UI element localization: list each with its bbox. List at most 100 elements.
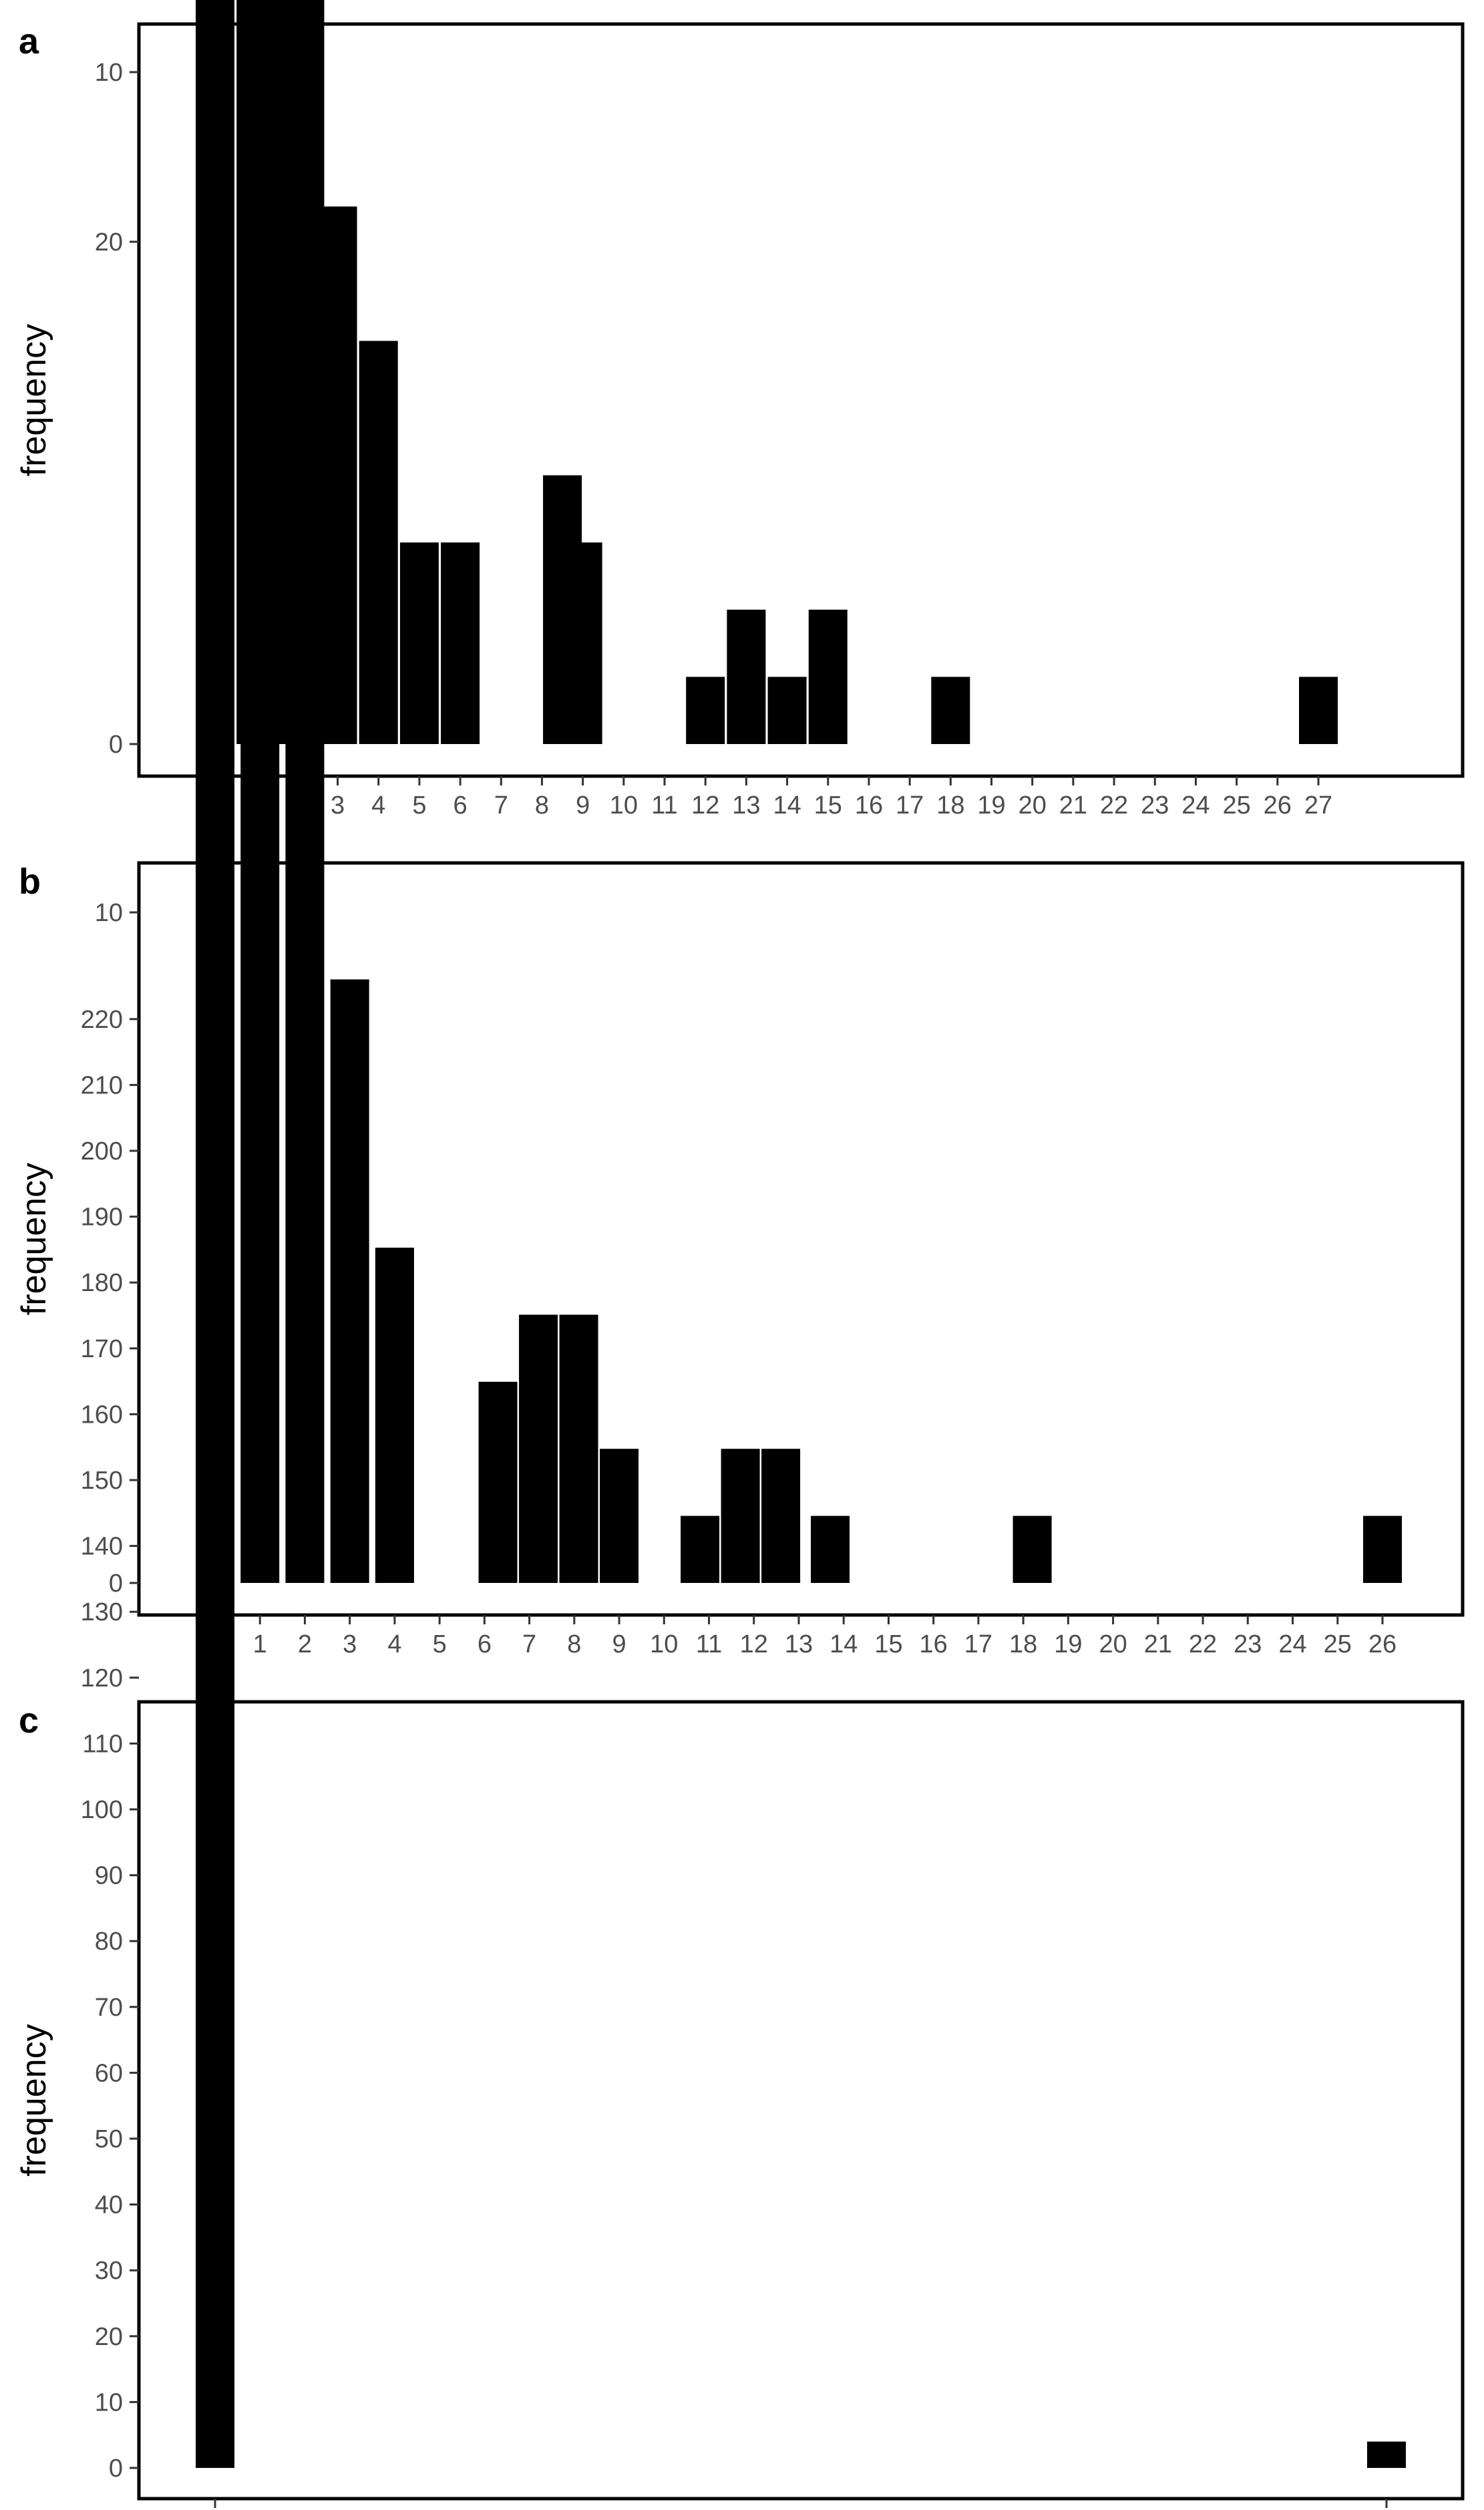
y-tick-label-c-110: 110: [82, 1730, 123, 1758]
x-tick-label-a-16: 16: [855, 791, 883, 820]
bar-a-5: [399, 542, 439, 744]
x-tick-label-b-18: 18: [1009, 1630, 1037, 1658]
bar-b-14: [811, 1515, 850, 1583]
x-tick-label-a-27: 27: [1304, 791, 1332, 820]
y-tick-label-c-220: 220: [81, 1006, 123, 1034]
bar-b-1: [240, 0, 280, 1583]
bar-b-8: [559, 1314, 598, 1583]
y-axis-label-b: frequency: [15, 1163, 53, 1315]
bar-a-6: [441, 542, 480, 744]
x-tick-label-a-15: 15: [814, 791, 842, 820]
bar-b-6: [478, 1381, 518, 1583]
bar-b-3: [330, 979, 369, 1583]
y-tick-label-c-30: 30: [95, 2257, 123, 2285]
x-tick-label-b-1: 1: [253, 1630, 267, 1658]
x-tick-label-b-17: 17: [964, 1630, 992, 1658]
bar-a-18: [931, 677, 970, 744]
x-tick-label-a-6: 6: [453, 791, 468, 820]
bar-a-4: [359, 341, 398, 744]
y-tick-label-c-140: 140: [81, 1533, 123, 1561]
panel-c: 0102030405060708090100110120130140150160…: [15, 1006, 1465, 2508]
bar-c-1: [1367, 2441, 1406, 2468]
x-tick-label-b-19: 19: [1054, 1630, 1082, 1658]
x-tick-label-b-7: 7: [522, 1630, 536, 1658]
y-tick-label-c-160: 160: [81, 1401, 123, 1429]
bar-b-4: [375, 1248, 414, 1583]
plot-frame-b: [137, 861, 1465, 1617]
bar-b-7: [519, 1314, 558, 1583]
x-tick-label-a-9: 9: [576, 791, 590, 820]
y-axis-label-c: frequency: [15, 2024, 53, 2176]
plot-frame-a: [137, 22, 1465, 778]
x-tick-label-b-10: 10: [650, 1630, 678, 1658]
x-tick-label-b-12: 12: [740, 1630, 768, 1658]
y-tick-label-c-190: 190: [81, 1204, 123, 1232]
x-tick-label-a-10: 10: [610, 791, 638, 820]
panel-letter-c: c: [19, 1700, 39, 1741]
bar-a-13: [727, 609, 766, 744]
x-tick-label-b-9: 9: [612, 1630, 626, 1658]
bar-b-9: [600, 1449, 639, 1583]
y-tick-label-c-90: 90: [95, 1862, 123, 1890]
x-tick-label-a-7: 7: [494, 791, 508, 820]
x-tick-label-b-11: 11: [696, 1630, 722, 1658]
y-axis-label-a: frequency: [15, 324, 53, 476]
x-tick-label-a-8: 8: [535, 791, 549, 820]
y-tick-label-c-100: 100: [81, 1796, 123, 1824]
y-tick-label-c-130: 130: [81, 1598, 123, 1626]
x-tick-label-b-4: 4: [387, 1630, 401, 1658]
plot-frame-c: [137, 1700, 1465, 2501]
y-tick-label-b-20: 20: [95, 228, 123, 256]
y-tick-label-c-40: 40: [95, 2191, 123, 2219]
bar-b-18: [1012, 1515, 1052, 1583]
x-tick-label-a-13: 13: [732, 791, 760, 820]
y-tick-label-c-170: 170: [81, 1335, 123, 1363]
x-tick-label-a-21: 21: [1059, 791, 1087, 820]
y-tick-label-c-70: 70: [95, 1994, 123, 2022]
bar-a-14: [767, 677, 807, 744]
x-tick-label-b-20: 20: [1099, 1630, 1127, 1658]
bar-a-12: [686, 677, 725, 744]
bar-b-13: [761, 1449, 801, 1583]
x-tick-label-a-17: 17: [896, 791, 924, 820]
x-tick-label-b-2: 2: [298, 1630, 312, 1658]
bar-b-2: [285, 0, 325, 1583]
x-tick-label-a-14: 14: [773, 791, 801, 820]
x-tick-label-b-22: 22: [1189, 1630, 1217, 1658]
x-tick-label-a-4: 4: [371, 791, 385, 820]
y-tick-label-a-0: 0: [109, 731, 123, 759]
x-tick-label-a-11: 11: [651, 791, 677, 820]
y-tick-label-a-10: 10: [95, 59, 123, 87]
x-tick-label-b-8: 8: [567, 1630, 581, 1658]
bar-b-12: [721, 1449, 760, 1583]
y-tick-label-c-80: 80: [95, 1928, 123, 1956]
y-tick-label-c-0: 0: [109, 2455, 123, 2483]
x-tick-label-b-13: 13: [785, 1630, 813, 1658]
x-tick-label-b-24: 24: [1278, 1630, 1306, 1658]
y-tick-label-b-10: 10: [95, 899, 123, 927]
bar-a-3: [318, 206, 357, 744]
x-tick-label-a-22: 22: [1100, 791, 1128, 820]
y-tick-label-c-50: 50: [95, 2125, 123, 2153]
y-tick-label-c-150: 150: [81, 1467, 123, 1495]
x-tick-label-b-6: 6: [478, 1630, 492, 1658]
x-tick-label-b-25: 25: [1324, 1630, 1352, 1658]
y-tick-label-c-10: 10: [95, 2388, 123, 2416]
bar-c-0: [196, 1078, 234, 2468]
x-tick-label-b-21: 21: [1144, 1630, 1172, 1658]
y-tick-label-c-200: 200: [81, 1137, 123, 1166]
y-tick-label-c-210: 210: [81, 1071, 123, 1099]
x-tick-label-a-3: 3: [331, 791, 345, 820]
x-tick-label-b-5: 5: [433, 1630, 447, 1658]
bar-b-26: [1363, 1515, 1402, 1583]
x-tick-label-b-26: 26: [1368, 1630, 1397, 1658]
x-tick-label-a-24: 24: [1181, 791, 1210, 820]
x-tick-label-b-23: 23: [1234, 1630, 1262, 1658]
x-tick-label-a-26: 26: [1264, 791, 1292, 820]
x-tick-label-a-12: 12: [691, 791, 719, 820]
y-tick-label-c-60: 60: [95, 2059, 123, 2087]
bar-a-15: [808, 609, 848, 744]
bar-b-11: [681, 1515, 720, 1583]
x-tick-label-b-16: 16: [920, 1630, 948, 1658]
